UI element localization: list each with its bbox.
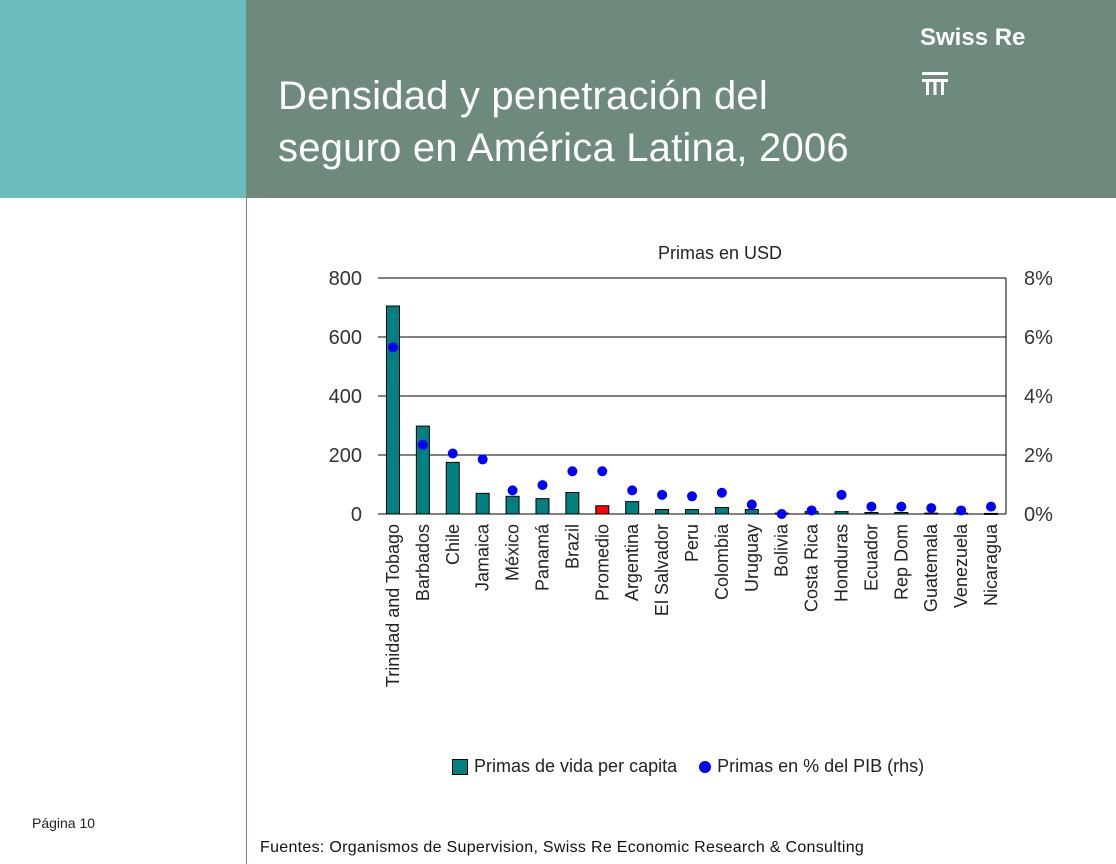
bar <box>714 507 729 515</box>
data-point <box>417 439 428 450</box>
data-point <box>657 489 668 500</box>
y-right-tick-label: 0% <box>1024 504 1053 526</box>
chart-legend: Primas de vida per capita Primas en % de… <box>452 756 924 777</box>
x-tick-label: Costa Rica <box>802 523 822 612</box>
data-point <box>387 342 398 353</box>
data-point <box>806 505 817 516</box>
slide-title: Densidad y penetración del seguro en Amé… <box>278 70 849 174</box>
x-tick-label: México <box>503 524 523 581</box>
bar <box>984 512 999 515</box>
x-tick-label: Honduras <box>832 524 852 602</box>
y-left-tick-label: 600 <box>329 327 362 349</box>
x-tick-label: Argentina <box>622 523 642 601</box>
left-divider <box>246 198 247 864</box>
bar <box>565 491 580 515</box>
data-point <box>866 501 877 512</box>
y-left-tick-label: 400 <box>329 386 362 408</box>
x-tick-label: Peru <box>682 524 702 562</box>
x-tick-label: Barbados <box>413 524 433 601</box>
x-tick-label: El Salvador <box>652 524 672 616</box>
x-tick-label: Uruguay <box>742 524 762 592</box>
bar <box>475 492 490 515</box>
page-number: Página 10 <box>32 815 96 831</box>
bar <box>535 498 550 515</box>
data-point <box>896 501 907 512</box>
x-tick-label: Nicaragua <box>981 523 1001 606</box>
x-tick-label: Ecuador <box>861 524 881 591</box>
bar <box>655 509 670 515</box>
x-tick-label: Trinidad and Tobago <box>383 524 403 687</box>
data-point <box>687 491 697 502</box>
data-point <box>477 454 488 465</box>
bar <box>924 512 939 515</box>
bar <box>385 305 400 515</box>
x-tick-label: Promedio <box>592 524 612 601</box>
y-right-tick-label: 2% <box>1024 445 1053 467</box>
chart-title: Primas en USD <box>658 243 782 263</box>
x-tick-label: Chile <box>443 524 463 565</box>
title-line-2: seguro en América Latina, 2006 <box>278 126 849 170</box>
x-tick-label: Venezuela <box>951 523 971 608</box>
bar <box>625 501 640 515</box>
x-tick-label: Guatemala <box>921 523 941 612</box>
bar <box>834 511 849 515</box>
legend-dot-label: Primas en % del PIB (rhs) <box>717 756 925 776</box>
x-tick-label: Rep Dom <box>891 524 911 600</box>
y-right-tick-label: 6% <box>1024 327 1053 349</box>
bar <box>445 461 460 515</box>
source-note: Fuentes: Organismos de Supervision, Swis… <box>260 839 865 856</box>
legend-bar-swatch <box>452 758 468 775</box>
data-point <box>507 485 518 496</box>
bar <box>505 495 520 515</box>
teal-accent-block <box>0 0 246 198</box>
data-point <box>776 509 787 519</box>
data-point <box>926 503 937 514</box>
x-tick-label: Colombia <box>712 523 732 600</box>
bar <box>744 509 759 515</box>
data-point <box>627 485 638 496</box>
y-left-tick-label: 0 <box>351 504 362 526</box>
bar <box>864 512 879 515</box>
x-tick-label: Jamaica <box>473 523 493 591</box>
y-left-tick-label: 800 <box>329 268 362 290</box>
data-point <box>986 501 997 512</box>
title-line-1: Densidad y penetración del <box>278 74 768 118</box>
data-point <box>447 448 458 459</box>
y-right-tick-label: 4% <box>1024 386 1053 408</box>
data-point <box>567 466 578 477</box>
data-point <box>956 505 967 516</box>
swiss-re-logo-text: Swiss Re <box>920 24 1026 51</box>
bar <box>415 425 430 515</box>
legend-bar-label: Primas de vida per capita <box>474 756 678 776</box>
bar <box>595 505 610 515</box>
bar <box>685 509 699 515</box>
x-tick-label: Bolivia <box>772 523 792 577</box>
data-point <box>716 487 727 498</box>
x-tick-label: Brazil <box>562 524 582 569</box>
bar <box>894 512 909 515</box>
data-point <box>746 499 757 510</box>
swiss-re-logo-icon <box>922 72 948 95</box>
header-banner <box>246 0 1116 198</box>
data-point <box>537 480 548 491</box>
legend-dot-swatch <box>699 760 712 773</box>
data-point <box>836 489 847 500</box>
data-point <box>597 466 608 477</box>
y-left-tick-label: 200 <box>329 445 362 467</box>
y-right-tick-label: 8% <box>1024 268 1053 290</box>
x-tick-label: Panamá <box>532 523 552 591</box>
